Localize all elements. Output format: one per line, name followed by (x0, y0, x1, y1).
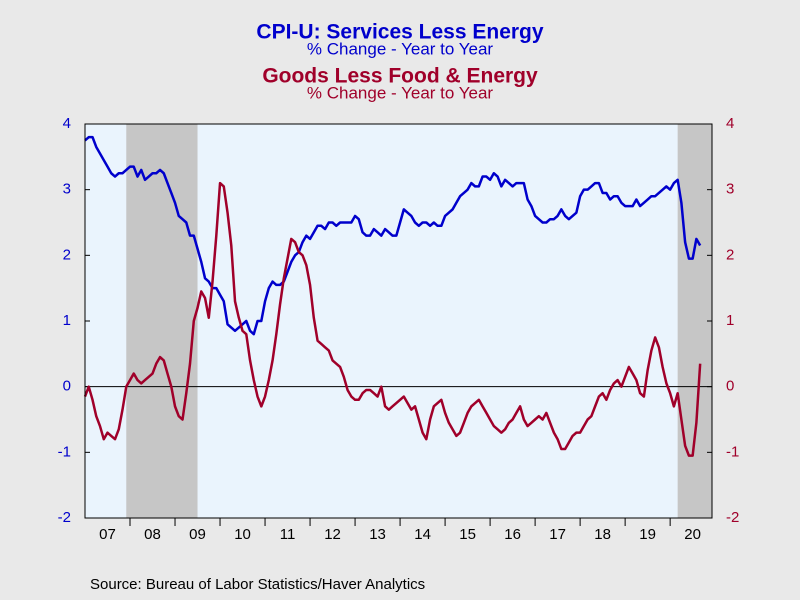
y-tick-label: 0 (63, 378, 71, 395)
y2-tick-label: 4 (726, 115, 734, 132)
y-tick-label: 1 (63, 312, 71, 329)
y2-tick-label: 1 (726, 312, 734, 329)
plot-frame (84, 123, 713, 519)
x-tick-label: 11 (280, 526, 296, 543)
recession-shade (677, 124, 712, 518)
x-tick-label: 09 (189, 526, 206, 543)
x-tick-label: 15 (459, 526, 476, 543)
x-tick-label: 19 (639, 526, 656, 543)
chart-title: CPI-U: Services Less Energy (256, 21, 543, 44)
chart-subtitle: % Change - Year to Year (307, 39, 494, 58)
y-tick-label: -2 (58, 509, 71, 526)
x-tick-label: 12 (324, 526, 341, 543)
y-tick-label: 3 (63, 181, 71, 198)
y-tick-label: 2 (63, 246, 71, 263)
y2-tick-label: 2 (726, 246, 734, 263)
source-note: Source: Bureau of Labor Statistics/Haver… (90, 576, 425, 593)
recession-shade (126, 124, 198, 518)
x-tick-label: 17 (549, 526, 566, 543)
series-line (83, 181, 702, 457)
x-tick-label: 16 (504, 526, 521, 543)
y2-tick-label: 0 (726, 378, 734, 395)
x-tick-label: 07 (99, 526, 116, 543)
x-tick-label: 20 (684, 526, 701, 543)
chart-title-2: Goods Less Food & Energy (262, 65, 538, 88)
x-tick-label: 14 (414, 526, 431, 543)
x-tick-label: 18 (594, 526, 611, 543)
chart-subtitle-2: % Change - Year to Year (307, 83, 494, 102)
x-tick-label: 08 (144, 526, 161, 543)
x-tick-label: 10 (234, 526, 251, 543)
series-line (84, 135, 702, 336)
y-tick-label: 4 (63, 115, 71, 132)
x-tick-label: 13 (369, 526, 386, 543)
y2-tick-label: -2 (726, 509, 739, 526)
y2-tick-label: -1 (726, 443, 739, 460)
y-tick-label: -1 (58, 443, 71, 460)
y2-tick-label: 3 (726, 181, 734, 198)
